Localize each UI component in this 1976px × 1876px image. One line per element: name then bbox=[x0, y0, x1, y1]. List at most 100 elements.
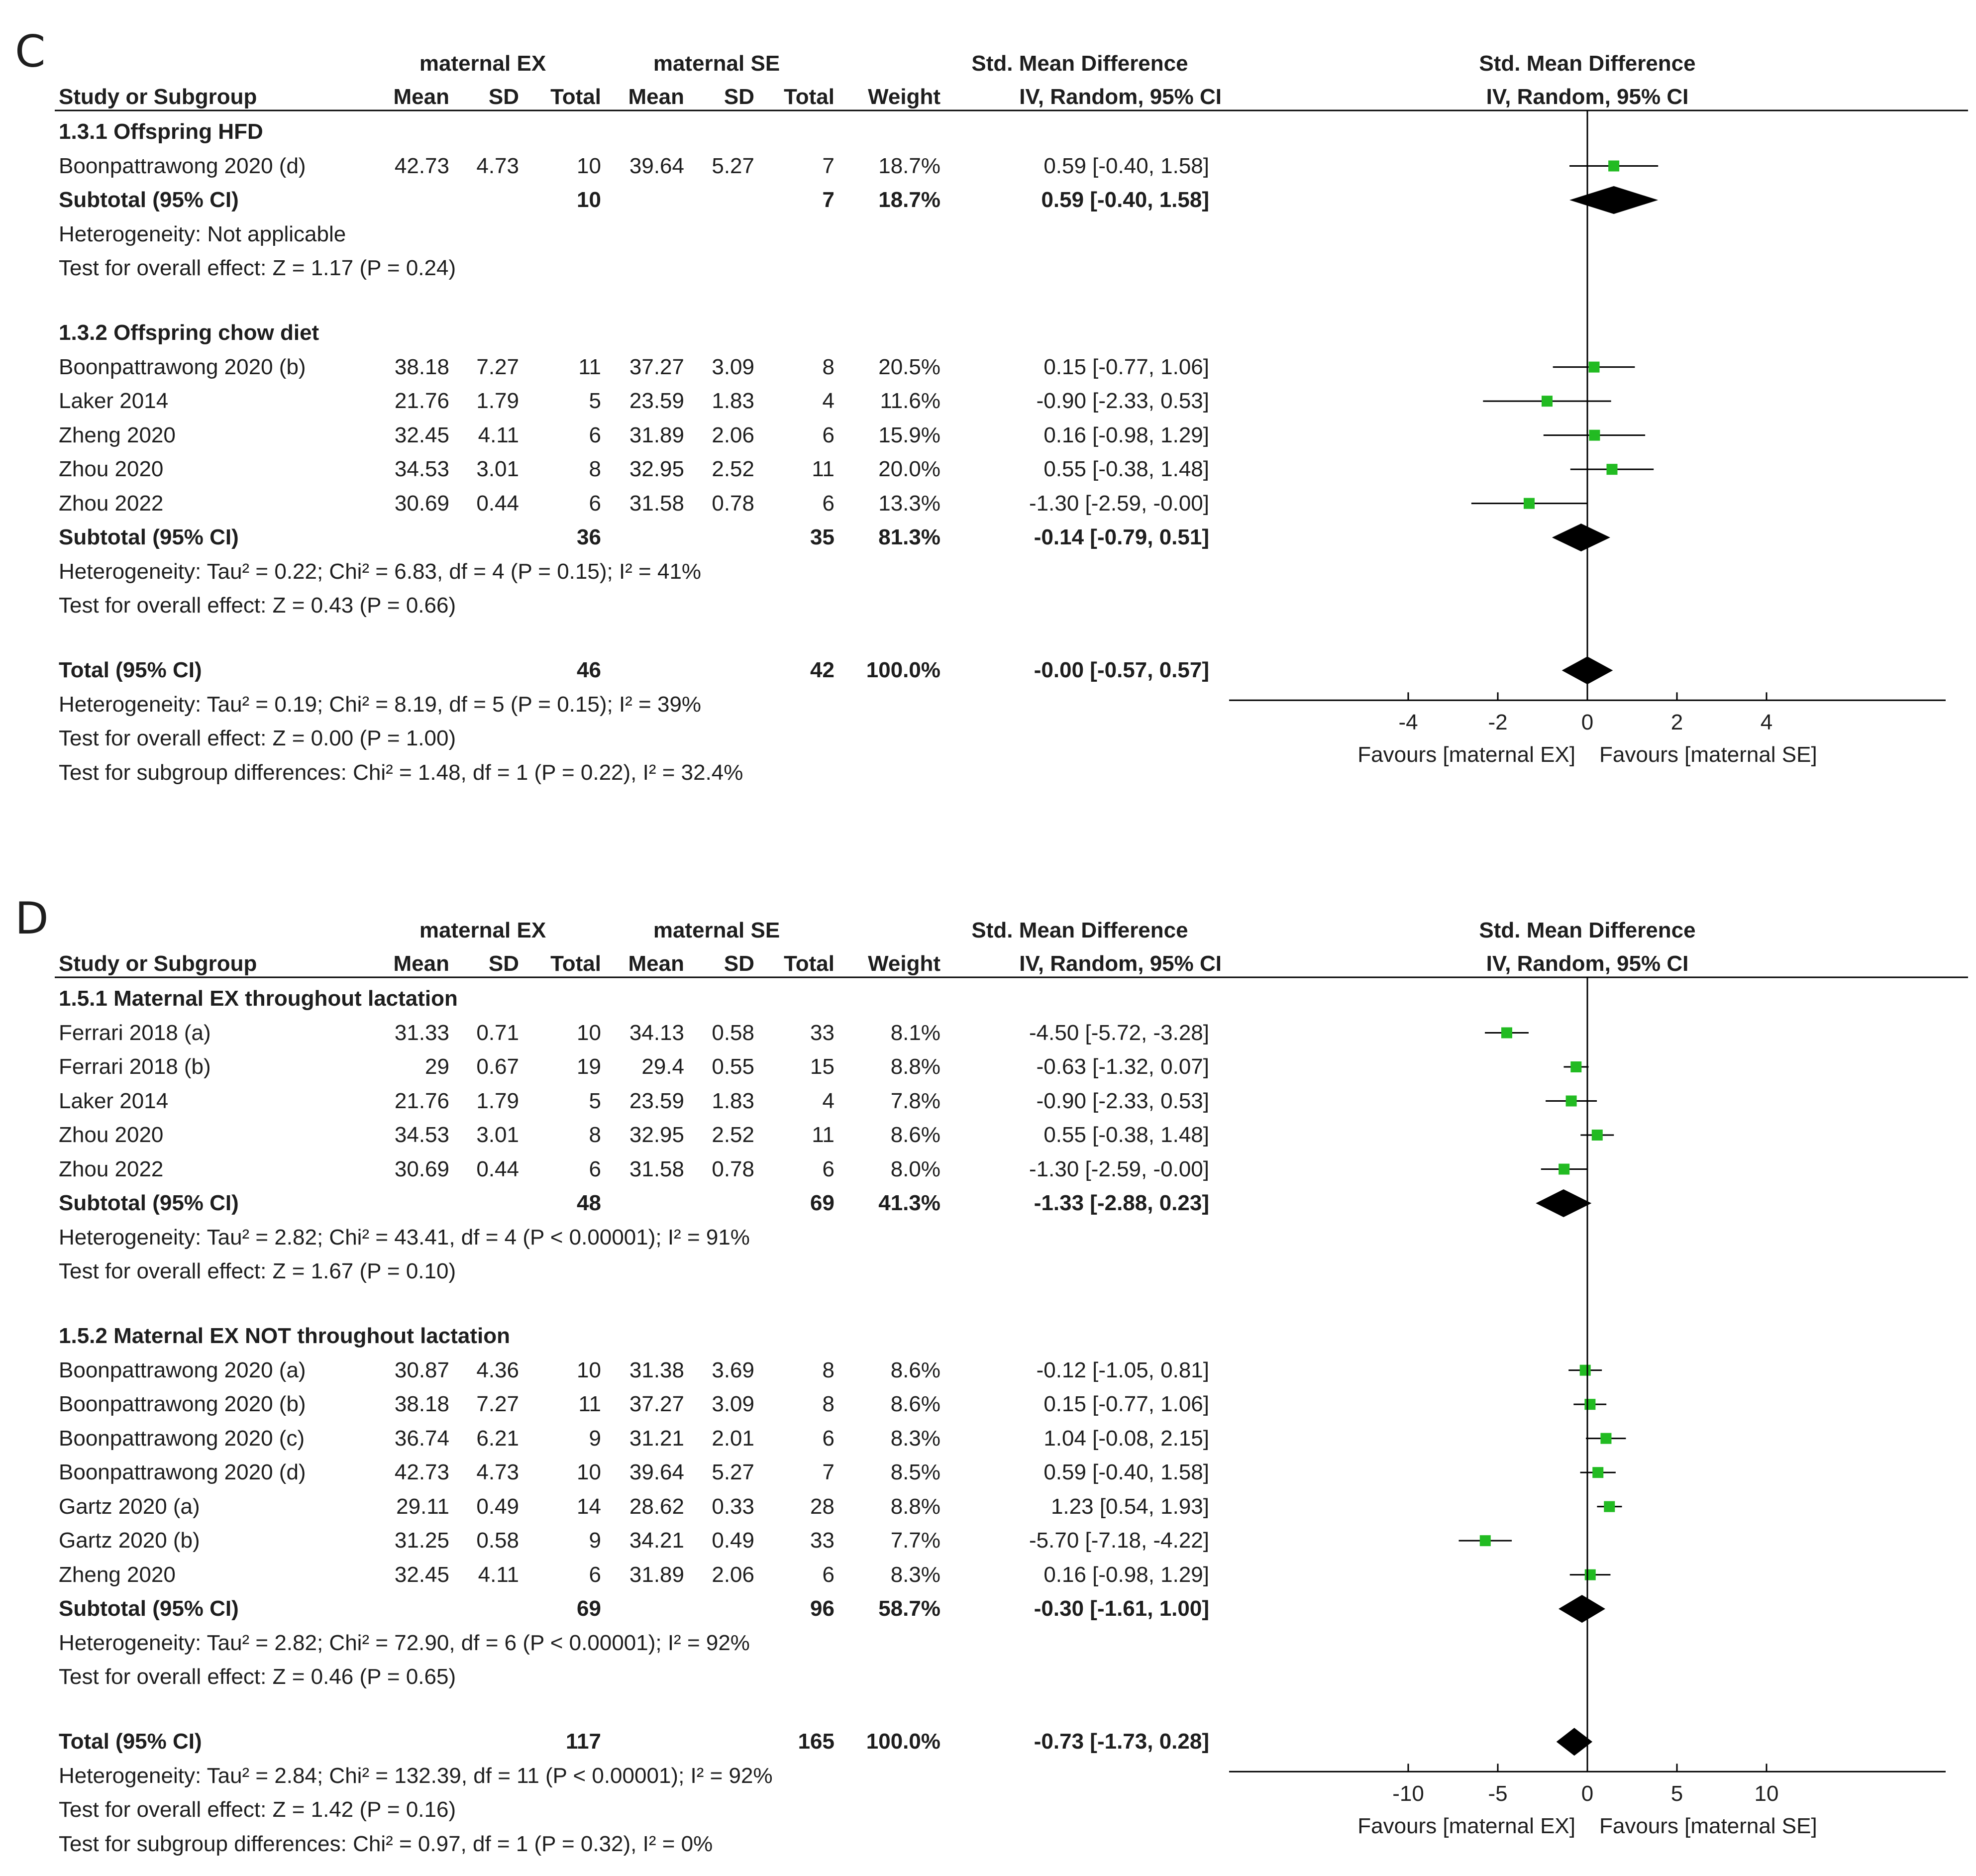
se-total: 4 bbox=[822, 1088, 834, 1113]
panel-label: C bbox=[15, 26, 46, 77]
x-tick-label: 0 bbox=[1581, 710, 1594, 735]
effect-ci: -5.70 [-7.18, -4.22] bbox=[1029, 1528, 1209, 1553]
effect-ci: -1.33 [-2.88, 0.23] bbox=[1034, 1191, 1209, 1215]
study-col-header: Study or Subgroup bbox=[59, 85, 257, 109]
weight: 13.3% bbox=[878, 491, 940, 516]
effect-ci: -0.73 [-1.73, 0.28] bbox=[1034, 1729, 1209, 1754]
ex-sd: 4.73 bbox=[476, 1460, 519, 1485]
se-total: 42 bbox=[810, 658, 834, 683]
ex-mean: 38.18 bbox=[394, 1392, 449, 1417]
point-estimate-marker bbox=[1579, 1364, 1591, 1376]
study-name: Boonpattrawong 2020 (c) bbox=[59, 1426, 305, 1451]
effect-ci: -0.30 [-1.61, 1.00] bbox=[1034, 1596, 1209, 1621]
point-estimate-marker bbox=[1524, 498, 1535, 509]
plot-col-header: Std. Mean Difference bbox=[1479, 918, 1696, 942]
se-total: 8 bbox=[822, 1357, 834, 1382]
statistics-note: Test for overall effect: Z = 0.00 (P = 1… bbox=[59, 726, 456, 751]
se-total: 28 bbox=[810, 1494, 834, 1519]
study-name: Zhou 2022 bbox=[59, 1156, 164, 1181]
se-mean: 32.95 bbox=[629, 457, 684, 482]
sd1-header: SD bbox=[488, 85, 519, 109]
se-total: 35 bbox=[810, 525, 834, 550]
ex-mean: 42.73 bbox=[394, 153, 449, 178]
study-name: Boonpattrawong 2020 (a) bbox=[59, 1357, 306, 1382]
statistics-note: Test for overall effect: Z = 1.67 (P = 0… bbox=[59, 1259, 456, 1283]
ex-total: 6 bbox=[589, 422, 601, 447]
total2-header: Total bbox=[784, 85, 834, 109]
statistics-note: Heterogeneity: Tau² = 2.82; Chi² = 72.90… bbox=[59, 1630, 750, 1655]
effect-ci: -0.00 [-0.57, 0.57] bbox=[1034, 658, 1209, 683]
ex-mean: 30.69 bbox=[394, 1156, 449, 1181]
study-name: Laker 2014 bbox=[59, 389, 169, 414]
se-total: 11 bbox=[812, 457, 834, 482]
x-tick-label: 5 bbox=[1670, 1781, 1683, 1806]
se-mean: 31.89 bbox=[629, 422, 684, 447]
subtotal-label: Subtotal (95% CI) bbox=[59, 1191, 239, 1215]
x-tick-label: 2 bbox=[1670, 710, 1683, 735]
se-mean: 31.89 bbox=[629, 1562, 684, 1587]
effect-ci: 0.55 [-0.38, 1.48] bbox=[1043, 457, 1209, 482]
total1-header: Total bbox=[550, 951, 601, 976]
ex-total: 10 bbox=[577, 1357, 601, 1382]
weight-header: Weight bbox=[868, 85, 940, 109]
statistics-note: Test for overall effect: Z = 0.43 (P = 0… bbox=[59, 593, 456, 618]
ex-total: 5 bbox=[589, 1088, 601, 1113]
se-mean: 37.27 bbox=[629, 1392, 684, 1417]
se-sd: 0.58 bbox=[712, 1020, 754, 1045]
favours-left-label: Favours [maternal EX] bbox=[1357, 742, 1575, 767]
se-mean: 37.27 bbox=[629, 354, 684, 379]
ex-sd: 7.27 bbox=[476, 1392, 519, 1417]
se-sd: 2.52 bbox=[712, 1123, 754, 1147]
ex-total: 48 bbox=[577, 1191, 601, 1215]
study-name: Gartz 2020 (a) bbox=[59, 1494, 200, 1519]
se-total: 165 bbox=[798, 1729, 834, 1754]
weight: 8.6% bbox=[890, 1123, 940, 1147]
se-total: 11 bbox=[812, 1123, 834, 1147]
effect-ci: 0.59 [-0.40, 1.58] bbox=[1041, 188, 1209, 212]
se-mean: 31.58 bbox=[629, 1156, 684, 1181]
study-name: Zhou 2022 bbox=[59, 491, 164, 516]
study-name: Zheng 2020 bbox=[59, 1562, 176, 1587]
se-total: 6 bbox=[822, 491, 834, 516]
ex-sd: 0.44 bbox=[476, 491, 519, 516]
se-sd: 2.52 bbox=[712, 457, 754, 482]
favours-right-label: Favours [maternal SE] bbox=[1599, 742, 1817, 767]
weight: 8.0% bbox=[890, 1156, 940, 1181]
ex-sd: 1.79 bbox=[476, 389, 519, 414]
weight: 11.6% bbox=[880, 389, 941, 414]
se-sd: 3.09 bbox=[712, 1392, 754, 1417]
ex-total: 9 bbox=[589, 1528, 601, 1553]
study-name: Boonpattrawong 2020 (d) bbox=[59, 153, 306, 178]
ex-sd: 0.71 bbox=[476, 1020, 519, 1045]
weight: 7.7% bbox=[890, 1528, 940, 1553]
statistics-note: Heterogeneity: Not applicable bbox=[59, 221, 346, 246]
point-estimate-marker bbox=[1542, 396, 1553, 407]
ex-total: 11 bbox=[578, 1392, 601, 1417]
effect-ci: 1.04 [-0.08, 2.15] bbox=[1043, 1426, 1209, 1451]
effect-ci: -0.14 [-0.79, 0.51] bbox=[1034, 525, 1209, 550]
se-sd: 0.49 bbox=[712, 1528, 754, 1553]
effect-ci: -4.50 [-5.72, -3.28] bbox=[1029, 1020, 1209, 1045]
plot-col-header: Std. Mean Difference bbox=[1479, 51, 1696, 76]
se-total: 33 bbox=[810, 1528, 834, 1553]
effect-ci: 0.15 [-0.77, 1.06] bbox=[1043, 1392, 1209, 1417]
group2-header: maternal SE bbox=[653, 918, 780, 942]
group2-header: maternal SE bbox=[653, 51, 780, 76]
ex-total: 6 bbox=[589, 491, 601, 516]
ex-sd: 4.11 bbox=[478, 422, 519, 447]
weight: 8.8% bbox=[890, 1054, 940, 1079]
ex-total: 8 bbox=[589, 457, 601, 482]
mean1-header: Mean bbox=[393, 85, 449, 109]
statistics-note: Heterogeneity: Tau² = 2.84; Chi² = 132.3… bbox=[59, 1763, 773, 1788]
se-mean: 32.95 bbox=[629, 1123, 684, 1147]
se-total: 6 bbox=[822, 1156, 834, 1181]
ex-sd: 4.73 bbox=[476, 153, 519, 178]
ex-total: 6 bbox=[589, 1156, 601, 1181]
favours-left-label: Favours [maternal EX] bbox=[1357, 1814, 1575, 1839]
point-estimate-marker bbox=[1592, 1467, 1604, 1478]
effect-col-header: Std. Mean Difference bbox=[971, 918, 1188, 942]
subgroup-heading: 1.3.1 Offspring HFD bbox=[59, 119, 263, 144]
point-estimate-marker bbox=[1608, 160, 1620, 172]
point-estimate-marker bbox=[1584, 1399, 1596, 1410]
